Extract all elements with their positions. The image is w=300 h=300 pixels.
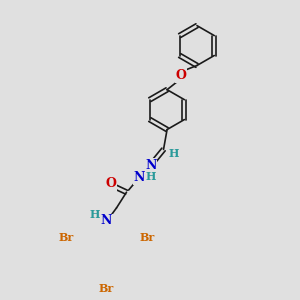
Text: Br: Br	[140, 232, 155, 243]
Text: N: N	[134, 171, 145, 184]
Text: H: H	[90, 209, 101, 220]
Text: N: N	[101, 214, 112, 227]
Text: O: O	[175, 69, 186, 82]
Text: Br: Br	[99, 283, 114, 294]
Text: Br: Br	[58, 232, 74, 243]
Text: O: O	[105, 177, 116, 190]
Text: N: N	[145, 159, 156, 172]
Text: H: H	[146, 171, 156, 182]
Text: H: H	[169, 148, 179, 158]
